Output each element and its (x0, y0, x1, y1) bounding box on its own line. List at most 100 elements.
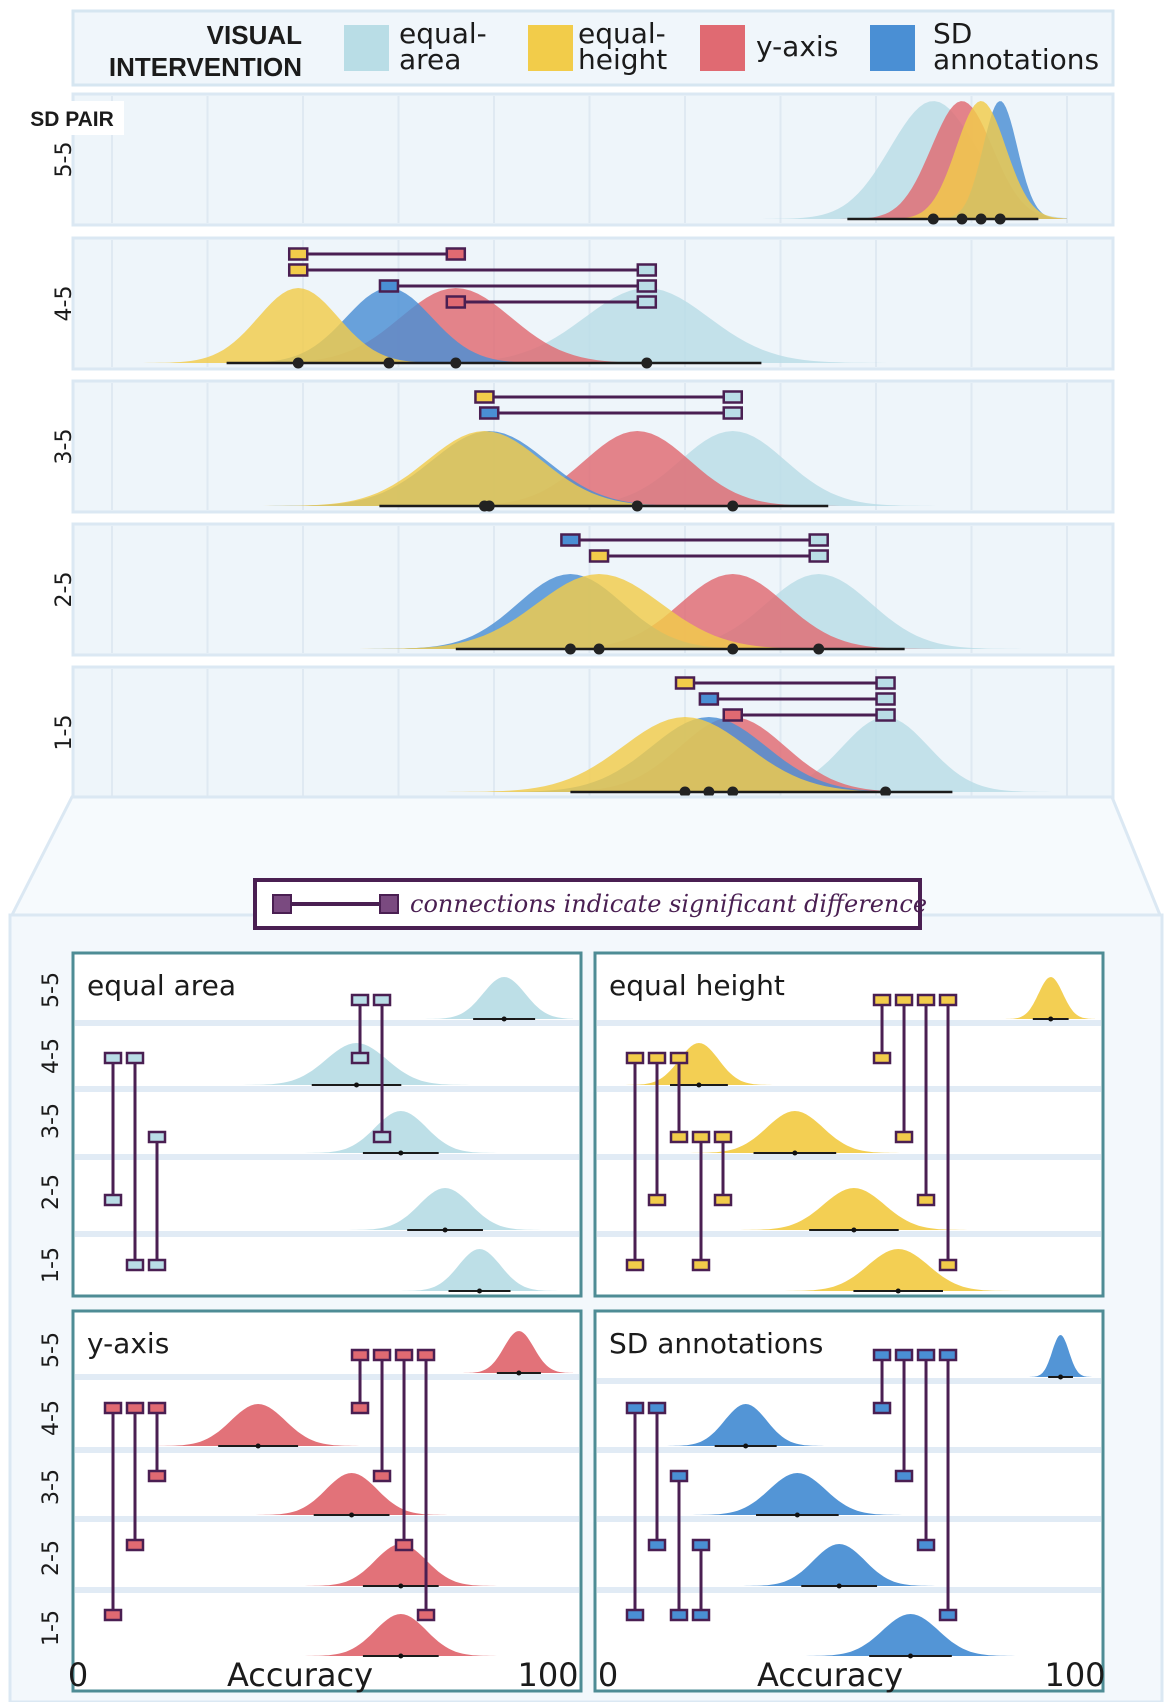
panel-density-sd-annotations-1-5 (798, 1614, 1023, 1656)
connection-endpoint-equal-area (808, 533, 829, 547)
panel-density-equal-height-1-5 (776, 1249, 1020, 1291)
panel-mean-point (895, 1288, 901, 1294)
panel-connection-endpoint (894, 1348, 914, 1362)
panel-density-sd-annotations-5-5 (1026, 1335, 1095, 1377)
panel-connection-endpoint (350, 993, 370, 1007)
row-separator (597, 1378, 1101, 1384)
panel-connection-endpoint (894, 993, 914, 1007)
row-label-4-5: 4-5 (52, 286, 77, 322)
connection-endpoint-equal-area (875, 676, 896, 690)
panel-title-equal-height: equal height (609, 969, 785, 1002)
mean-point-equal-area-5-5 (927, 213, 939, 225)
legend-title-line2: INTERVENTION (109, 52, 302, 82)
panel-connection-endpoint (938, 1348, 958, 1362)
panel-connection-endpoint (872, 993, 892, 1007)
mean-point-equal-area-2-5 (813, 643, 825, 655)
panel-density-y-axis-5-5 (459, 1331, 573, 1373)
row-separator (597, 1020, 1101, 1026)
panel-connection-endpoint (147, 1258, 167, 1272)
density-equal-area-3-5 (522, 431, 943, 506)
panel-connection-endpoint (372, 1348, 392, 1362)
panel-connection-endpoint (103, 1051, 123, 1065)
panel-frame (593, 951, 1105, 1298)
row-separator (75, 1587, 579, 1593)
panel-connection-endpoint (872, 1051, 892, 1065)
ridge-row-3-5: 3-5 (52, 379, 1115, 514)
panel-mean-point (477, 1288, 483, 1294)
connection-endpoint-sd-annotations (560, 533, 581, 547)
row-separator (75, 1231, 579, 1237)
row-separator (75, 1447, 579, 1453)
panel-connection-endpoint (691, 1538, 711, 1552)
panel-connection-endpoint (625, 1608, 645, 1622)
panel-connection-endpoint (125, 1258, 145, 1272)
panel-row-label-2-5: 2-5 (39, 1174, 64, 1210)
panel-x-min-label: 0 (598, 1656, 618, 1694)
density-equal-height-3-5 (255, 431, 714, 506)
density-y-axis-2-5 (522, 574, 943, 649)
density-y-axis-4-5 (234, 288, 678, 363)
panel-mean-point (1048, 1016, 1054, 1022)
density-y-axis-3-5 (427, 431, 848, 506)
connection-endpoint-equal-height (674, 676, 696, 690)
panel-connection-endpoint (669, 1469, 689, 1483)
connections-note: connections indicate significant differe… (253, 878, 927, 930)
panel-connection-endpoint (894, 1130, 914, 1144)
panel-sd-annotations: SD annotations (593, 1309, 1105, 1693)
mean-point-sd-annotations-4-5 (383, 357, 395, 369)
row-separator (75, 1374, 579, 1380)
panel-connection-endpoint (938, 1608, 958, 1622)
connection-endpoint-equal-area (875, 708, 896, 722)
mean-point-equal-area-4-5 (641, 357, 653, 369)
density-equal-area-2-5 (608, 574, 1029, 649)
row-separator (597, 1154, 1101, 1160)
panel-mean-point (696, 1082, 702, 1088)
panel-connection-endpoint (713, 1193, 733, 1207)
panel-mean-point (349, 1512, 355, 1518)
panel-connection-endpoint (938, 993, 958, 1007)
mean-point-y-axis-5-5 (956, 213, 968, 225)
panel-mean-point (516, 1370, 522, 1376)
mean-point-y-axis-1-5 (727, 786, 739, 798)
panel-connection-endpoint (147, 1469, 167, 1483)
connection-endpoint-equal-area (722, 406, 743, 420)
panel-mean-point (398, 1583, 404, 1589)
small-multiples: equal area 5-5 4-5 3-5 2-5 1-5 equal height y-a… (39, 951, 1106, 1694)
panel-connection-endpoint (125, 1401, 145, 1415)
panel-density-sd-annotations-4-5 (661, 1404, 830, 1446)
panel-connection-endpoint (669, 1608, 689, 1622)
panel-mean-point (398, 1653, 404, 1659)
legend-label-sd-annotations-1: SD (933, 17, 972, 50)
panel-connection-endpoint (372, 993, 392, 1007)
legend: VISUAL INTERVENTION equal- area equal- h… (71, 9, 1115, 87)
row-label-2-5: 2-5 (52, 572, 77, 608)
panel-connection-endpoint (647, 1401, 667, 1415)
panel-row-label-4-5: 4-5 (39, 1038, 64, 1074)
panel-mean-point (398, 1150, 404, 1156)
panel-row-label-3-5: 3-5 (39, 1469, 64, 1505)
panel-row-label-5-5: 5-5 (39, 1332, 64, 1368)
row-separator (597, 1447, 1101, 1453)
panel-density-sd-annotations-3-5 (685, 1473, 910, 1515)
panel-density-y-axis-1-5 (298, 1614, 504, 1656)
connection-endpoint-equal-area (875, 692, 896, 706)
panel-row-label-4-5: 4-5 (39, 1400, 64, 1436)
ridge-row-2-5: 2-5 (52, 522, 1115, 657)
panel-mean-point (908, 1653, 913, 1659)
panel-title-equal-area: equal area (87, 969, 236, 1002)
legend-swatch-equal-height (528, 25, 573, 71)
panel-mean-point (851, 1227, 857, 1233)
row-separator (75, 1516, 579, 1522)
panel-mean-point (501, 1016, 507, 1022)
row-separator (75, 1020, 579, 1026)
panel-y-axis: y-axis 5-5 4-5 3-5 2-5 1-5 (39, 1309, 583, 1693)
mean-point-equal-height-2-5 (593, 643, 605, 655)
mean-point-sd-annotations-2-5 (564, 643, 576, 655)
panel-density-equal-area-5-5 (420, 977, 573, 1019)
mean-point-equal-area-3-5 (727, 500, 739, 512)
panel-connection-endpoint (713, 1130, 733, 1144)
panel-connection-endpoint (916, 1538, 936, 1552)
panel-density-y-axis-4-5 (149, 1404, 367, 1446)
panel-row-label-5-5: 5-5 (39, 972, 64, 1008)
density-equal-height-5-5 (881, 101, 1067, 219)
